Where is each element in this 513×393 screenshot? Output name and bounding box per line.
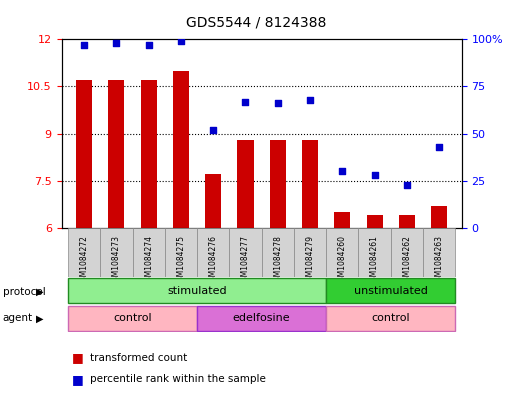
Text: ▶: ▶ <box>36 286 44 297</box>
Text: transformed count: transformed count <box>90 353 187 363</box>
Point <box>112 40 121 46</box>
Text: percentile rank within the sample: percentile rank within the sample <box>90 374 266 384</box>
Bar <box>399 215 415 228</box>
Text: unstimulated: unstimulated <box>354 286 428 296</box>
Point <box>370 172 379 178</box>
Text: GSM1084273: GSM1084273 <box>112 235 121 286</box>
FancyBboxPatch shape <box>359 228 391 277</box>
Bar <box>431 206 447 228</box>
Text: GSM1084277: GSM1084277 <box>241 235 250 286</box>
Bar <box>302 140 318 228</box>
Text: stimulated: stimulated <box>167 286 227 296</box>
Bar <box>366 215 383 228</box>
Text: ■: ■ <box>72 351 84 364</box>
Bar <box>76 80 92 228</box>
FancyBboxPatch shape <box>100 228 132 277</box>
Point <box>435 144 443 150</box>
Text: ▶: ▶ <box>36 313 44 323</box>
FancyBboxPatch shape <box>197 306 326 331</box>
FancyBboxPatch shape <box>229 228 262 277</box>
Point <box>177 38 185 44</box>
Text: GSM1084279: GSM1084279 <box>306 235 314 286</box>
Text: GSM1084275: GSM1084275 <box>176 235 186 286</box>
FancyBboxPatch shape <box>391 228 423 277</box>
Point <box>306 97 314 103</box>
Point <box>338 168 346 174</box>
Bar <box>108 80 125 228</box>
FancyBboxPatch shape <box>262 228 294 277</box>
FancyBboxPatch shape <box>197 228 229 277</box>
FancyBboxPatch shape <box>68 278 326 303</box>
FancyBboxPatch shape <box>326 306 455 331</box>
Point <box>403 182 411 188</box>
Text: GSM1084278: GSM1084278 <box>273 235 282 286</box>
Bar <box>173 71 189 228</box>
Point <box>242 98 250 105</box>
Text: protocol: protocol <box>3 286 45 297</box>
Text: GSM1084262: GSM1084262 <box>402 235 411 286</box>
FancyBboxPatch shape <box>294 228 326 277</box>
Text: control: control <box>371 313 410 323</box>
FancyBboxPatch shape <box>68 228 100 277</box>
Point <box>273 100 282 107</box>
Text: GSM1084272: GSM1084272 <box>80 235 89 286</box>
Text: GSM1084263: GSM1084263 <box>435 235 444 286</box>
Bar <box>238 140 253 228</box>
Bar <box>141 80 157 228</box>
Point <box>145 42 153 48</box>
Point <box>209 127 218 133</box>
Text: edelfosine: edelfosine <box>233 313 290 323</box>
Text: ■: ■ <box>72 373 84 386</box>
Bar <box>334 212 350 228</box>
Bar <box>270 140 286 228</box>
FancyBboxPatch shape <box>423 228 455 277</box>
Text: control: control <box>113 313 152 323</box>
Text: agent: agent <box>3 313 33 323</box>
FancyBboxPatch shape <box>326 228 359 277</box>
Text: GSM1084261: GSM1084261 <box>370 235 379 286</box>
Text: GSM1084274: GSM1084274 <box>144 235 153 286</box>
FancyBboxPatch shape <box>132 228 165 277</box>
Bar <box>205 174 221 228</box>
FancyBboxPatch shape <box>326 278 455 303</box>
Text: GDS5544 / 8124388: GDS5544 / 8124388 <box>186 16 327 30</box>
Text: GSM1084276: GSM1084276 <box>209 235 218 286</box>
FancyBboxPatch shape <box>68 306 197 331</box>
Point <box>80 42 88 48</box>
Text: GSM1084260: GSM1084260 <box>338 235 347 286</box>
FancyBboxPatch shape <box>165 228 197 277</box>
